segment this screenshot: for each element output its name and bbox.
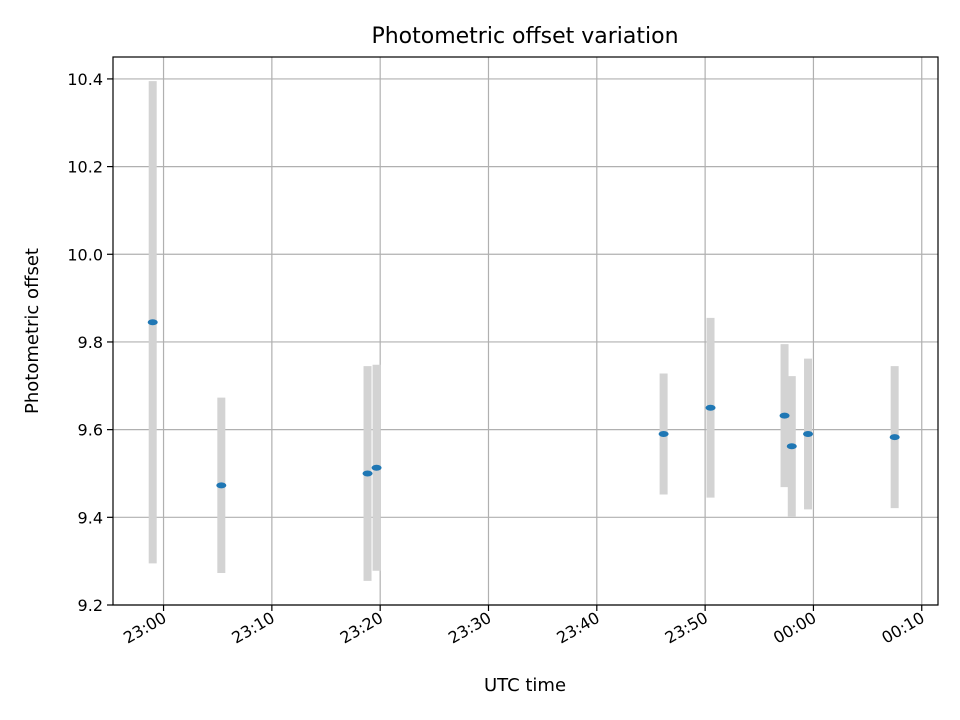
x-tick-label: 23:50 [662,608,711,648]
x-tick-label: 23:40 [553,608,602,648]
x-tick-label: 00:10 [878,608,927,648]
y-tick-label: 9.4 [78,508,103,527]
x-tick-label: 23:20 [337,608,386,648]
y-tick-label: 9.2 [78,596,103,615]
data-point [779,412,790,419]
tick-layer: 23:00 23:10 23:20 23:30 23:40 23:50 00:00 00:10… [67,70,927,648]
x-tick-label: 23:30 [445,608,494,648]
y-tick-label: 9.6 [78,421,103,440]
x-tick-label: 00:00 [770,608,819,648]
data-point [371,464,382,471]
y-tick-label: 10.2 [67,158,103,177]
y-tick-label: 10.4 [67,70,103,89]
errorbar-layer [148,81,899,581]
x-axis-label: UTC time [484,675,566,696]
grid-layer [113,57,938,606]
data-point [803,431,814,438]
data-point [786,443,797,450]
chart-title: Photometric offset variation [371,24,678,49]
x-tick-label: 23:10 [228,608,277,648]
data-point [147,319,158,326]
y-axis-label: Photometric offset [22,248,43,414]
y-tick-label: 9.8 [78,333,103,352]
data-point [216,482,227,489]
plot-frame [112,56,939,606]
data-point [705,404,716,411]
point-layer [147,319,900,489]
x-tick-label: 23:00 [120,608,169,648]
y-tick-label: 10.0 [67,245,103,264]
data-point [658,431,669,438]
data-point [362,470,373,477]
data-point [889,434,900,441]
